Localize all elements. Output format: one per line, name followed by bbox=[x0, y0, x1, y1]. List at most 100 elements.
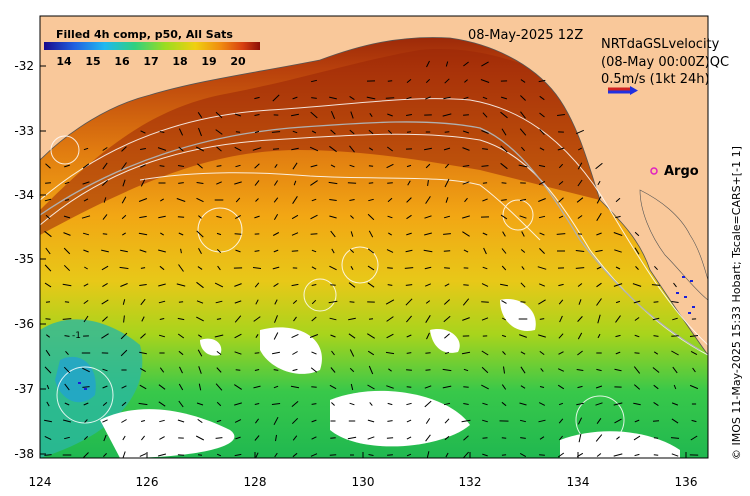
velocity-arrow bbox=[197, 266, 203, 270]
velocity-arrow bbox=[500, 96, 508, 100]
velocity-arrow bbox=[120, 283, 128, 287]
velocity-arrow bbox=[427, 180, 429, 186]
velocity-arrow bbox=[577, 350, 583, 356]
velocity-arrow bbox=[310, 164, 318, 168]
velocity-arrow bbox=[482, 453, 488, 457]
velocity-arrow bbox=[425, 96, 431, 100]
velocity-arrow bbox=[290, 385, 300, 389]
velocity-arrow bbox=[349, 199, 355, 201]
velocity-arrow bbox=[311, 249, 317, 253]
velocity-arrow bbox=[177, 165, 185, 167]
velocity-arrow bbox=[121, 162, 127, 170]
velocity-arrow bbox=[367, 333, 375, 339]
velocity-arrow bbox=[272, 266, 280, 270]
velocity-arrow bbox=[62, 318, 72, 320]
velocity-arrow bbox=[292, 162, 298, 170]
velocity-arrow bbox=[595, 434, 603, 442]
velocity-arrow bbox=[443, 315, 451, 323]
velocity-arrow bbox=[406, 164, 412, 168]
velocity-arrow bbox=[444, 435, 450, 441]
velocity-arrow bbox=[158, 300, 166, 304]
velocity-arrow bbox=[577, 417, 583, 425]
velocity-arrow bbox=[196, 281, 204, 289]
velocity-arrow bbox=[443, 402, 451, 406]
velocity-arrow bbox=[464, 197, 468, 203]
velocity-arrow bbox=[252, 147, 262, 151]
colorbar-title: Filled 4h comp, p50, All Sats bbox=[56, 28, 233, 41]
velocity-arrow bbox=[500, 145, 508, 153]
velocity-arrow bbox=[615, 197, 621, 203]
velocity-arrow bbox=[159, 165, 165, 167]
velocity-arrow bbox=[176, 283, 186, 287]
velocity-arrow bbox=[349, 349, 355, 357]
velocity-arrow bbox=[596, 368, 602, 372]
velocity-arrow bbox=[103, 453, 107, 457]
velocity-arrow bbox=[348, 317, 356, 321]
velocity-arrow bbox=[366, 96, 376, 100]
velocity-arrow bbox=[577, 179, 583, 187]
velocity-arrow bbox=[235, 197, 241, 203]
x-tick-label: 136 bbox=[675, 475, 698, 489]
velocity-arrow bbox=[463, 368, 469, 372]
velocity-arrow bbox=[519, 402, 527, 406]
colorbar-tick-label: 19 bbox=[201, 55, 216, 68]
velocity-arrow bbox=[653, 335, 659, 337]
velocity-arrow bbox=[159, 318, 165, 320]
velocity-arrow bbox=[369, 113, 373, 117]
velocity-arrow bbox=[462, 181, 470, 185]
velocity-arrow bbox=[103, 197, 107, 203]
colorbar: Filled 4h comp, p50, All Sats 14 15 16 17 18… bbox=[44, 28, 260, 68]
velocity-arrow bbox=[423, 249, 433, 253]
velocity-arrow bbox=[538, 215, 546, 219]
velocity-arrow bbox=[44, 230, 52, 238]
velocity-arrow bbox=[671, 453, 679, 457]
velocity-arrow bbox=[331, 248, 335, 254]
bathymetry-contours bbox=[40, 98, 708, 445]
velocity-arrow bbox=[689, 384, 699, 390]
spot-label: -1 bbox=[72, 331, 81, 341]
velocity-arrow bbox=[119, 266, 129, 270]
velocity-arrow bbox=[367, 350, 375, 356]
velocity-arrow bbox=[158, 249, 166, 253]
velocity-arrow bbox=[291, 113, 299, 117]
velocity-arrow bbox=[253, 316, 261, 322]
velocity-arrow bbox=[501, 248, 507, 254]
velocity-arrow bbox=[423, 147, 433, 151]
velocity-arrow bbox=[254, 403, 260, 405]
velocity-arrow bbox=[101, 180, 109, 186]
velocity-arrow bbox=[64, 199, 70, 201]
velocity-arrow bbox=[254, 418, 260, 424]
velocity-arrow bbox=[503, 366, 505, 374]
velocity-arrow bbox=[501, 300, 507, 304]
velocity-arrow bbox=[82, 163, 90, 169]
velocity-arrow bbox=[272, 94, 280, 102]
velocity-arrow bbox=[368, 318, 374, 320]
velocity-arrow bbox=[83, 198, 89, 202]
velocity-arrow bbox=[328, 181, 338, 185]
velocity-arrow bbox=[558, 418, 564, 424]
velocity-arrow bbox=[139, 384, 147, 390]
velocity-arrow bbox=[102, 316, 108, 322]
velocity-arrow bbox=[577, 283, 583, 287]
velocity-arrow bbox=[197, 349, 203, 357]
velocity-arrow bbox=[482, 266, 488, 270]
velocity-arrow bbox=[633, 402, 641, 406]
velocity-arrow bbox=[501, 384, 507, 390]
velocity-arrow bbox=[596, 196, 602, 204]
velocity-arrow bbox=[387, 402, 393, 406]
velocity-arrow bbox=[349, 367, 355, 373]
velocity-arrow bbox=[689, 335, 699, 337]
velocity-arrow bbox=[82, 232, 90, 236]
velocity-arrow bbox=[140, 333, 146, 339]
velocity-arrow bbox=[539, 318, 545, 320]
velocity-arrow bbox=[367, 282, 375, 288]
velocity-arrow bbox=[216, 165, 222, 167]
velocity-arrow bbox=[539, 436, 545, 440]
velocity-arrow bbox=[462, 130, 470, 134]
velocity-arrow bbox=[178, 350, 184, 356]
velocity-arrow bbox=[385, 299, 395, 305]
velocity-arrow bbox=[64, 383, 70, 391]
velocity-arrow bbox=[690, 350, 698, 356]
velocity-arrow bbox=[350, 111, 354, 119]
